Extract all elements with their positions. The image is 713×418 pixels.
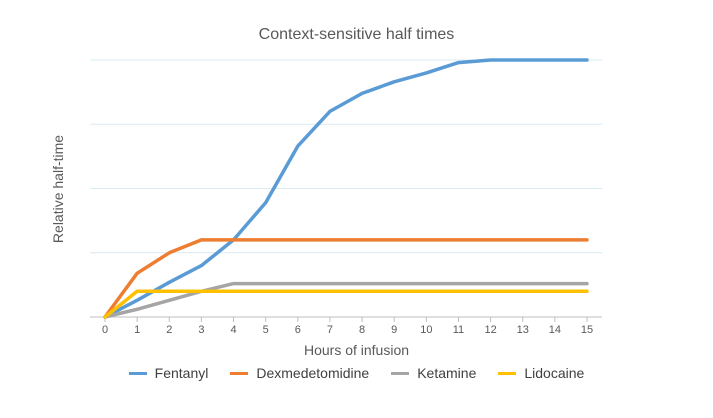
- x-tick-label: 1: [134, 324, 140, 336]
- legend-item-fentanyl: Fentanyl: [128, 365, 209, 381]
- series-line-dexmedetomidine: [103, 238, 589, 319]
- legend-item-lidocaine: Lidocaine: [498, 365, 584, 381]
- x-tick-label: 12: [484, 324, 496, 336]
- legend-swatch: [128, 371, 147, 375]
- x-tick-label: 10: [420, 324, 432, 336]
- legend-label: Fentanyl: [154, 365, 209, 381]
- x-tick-label: 15: [581, 324, 593, 336]
- x-tick-label: 14: [549, 324, 561, 336]
- chart-title: Context-sensitive half times: [258, 26, 455, 43]
- series-line-lidocaine: [103, 289, 589, 319]
- x-tick-label: 13: [517, 324, 529, 336]
- legend: Fentanyl Dexmedetomidine Ketamine Lidocaine: [0, 365, 713, 381]
- x-tick-label: 8: [359, 324, 365, 336]
- x-tick-label: 3: [198, 324, 204, 336]
- series-line-ketamine: [103, 281, 589, 319]
- legend-label: Ketamine: [417, 365, 477, 381]
- legend-swatch: [391, 371, 410, 375]
- x-tick-label: 11: [453, 324, 464, 336]
- series-line-fentanyl: [103, 58, 589, 319]
- legend-swatch: [230, 371, 249, 375]
- x-tick-label: 4: [230, 324, 236, 336]
- legend-item-dexmedetomidine: Dexmedetomidine: [230, 365, 369, 381]
- x-tick-label: 7: [327, 324, 333, 336]
- x-tick-label: 2: [166, 324, 172, 336]
- x-tick-label: 9: [391, 324, 397, 336]
- x-axis-title: Hours of infusion: [303, 342, 410, 358]
- y-axis-title: Relative half-time: [50, 134, 66, 244]
- x-tick-label: 0: [102, 324, 108, 336]
- x-tick-label: 5: [263, 324, 269, 336]
- legend-item-ketamine: Ketamine: [391, 365, 476, 381]
- legend-label: Dexmedetomidine: [256, 365, 370, 381]
- legend-swatch: [498, 371, 517, 375]
- x-tick-label: 6: [295, 324, 301, 336]
- legend-label: Lidocaine: [524, 365, 585, 381]
